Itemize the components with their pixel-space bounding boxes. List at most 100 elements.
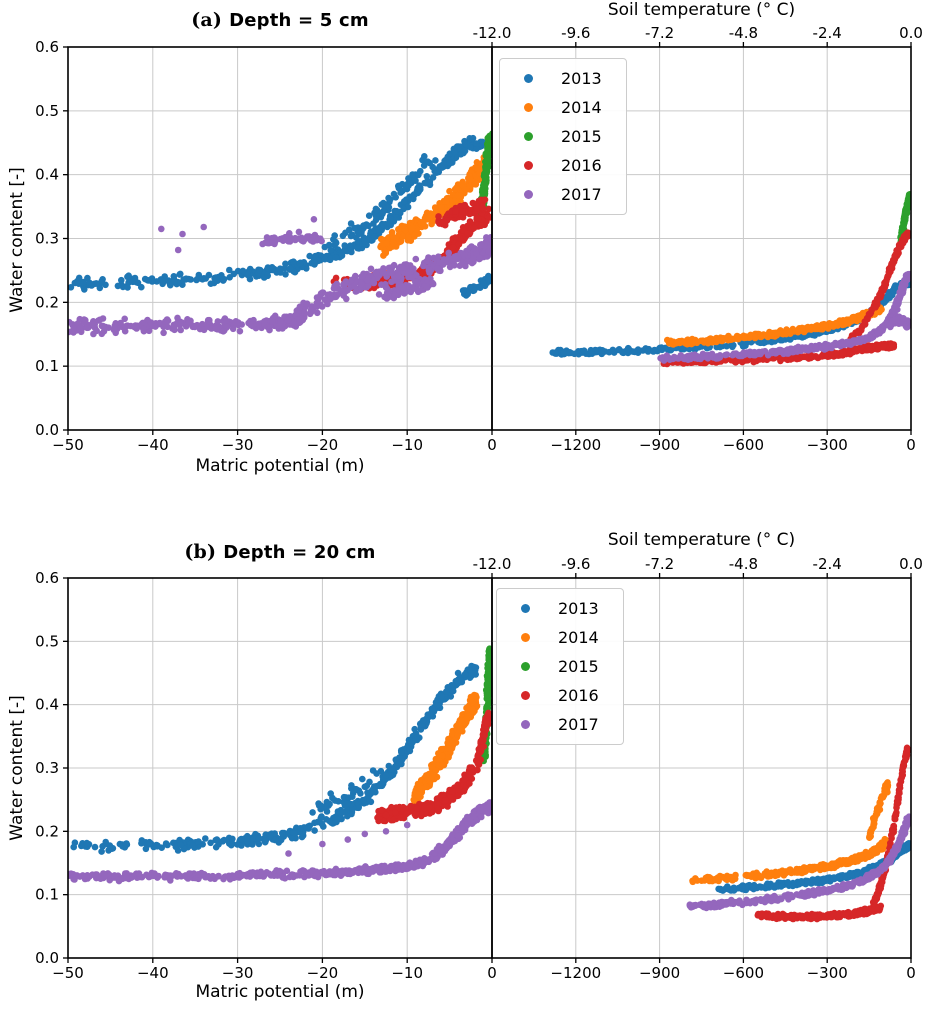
a-ytick-0.4: 0.4 [35,166,59,184]
legend-entry-2016: 2016 [500,151,626,180]
legend-marker-icon [524,190,533,199]
legend-label: 2013 [558,599,599,618]
b-left_subplot-xtick--30: −30 [222,964,254,982]
legend-label: 2017 [558,715,599,734]
a-right_subplot-xtick-0: 0 [906,436,916,454]
a-top-xtick--12: -12.0 [473,24,512,42]
legend-label: 2016 [558,686,599,705]
legend-label: 2014 [561,98,602,117]
legend-marker-icon [524,132,533,141]
a-left_subplot-series-2013 [68,134,492,299]
b-top-xtick--9.6: -9.6 [561,555,590,573]
b-left_subplot-series-2016 [374,709,492,825]
a-left_subplot-xtick--40: −40 [137,436,169,454]
legend-entry-2013: 2013 [500,64,626,93]
b-ytick-0.4: 0.4 [35,696,59,714]
a-right_subplot-xtick--900: −900 [639,436,680,454]
a-ytick-0.2: 0.2 [35,293,59,311]
b-ytick-0.3: 0.3 [35,759,59,777]
panel-b-legend: 2013 2014 2015 2016 2017 [496,588,624,745]
b-right_subplot-series-2017 [686,813,911,912]
a-right_subplot-series-2016 [660,229,911,368]
a-top-xtick--9.6: -9.6 [561,24,590,42]
panel-a-title-text: Depth = 5 cm [229,10,369,31]
b-left_subplot-xtick--40: −40 [137,964,169,982]
a-top-xtick--4.8: -4.8 [729,24,758,42]
legend-marker-icon [524,74,533,83]
a-ytick-0.3: 0.3 [35,230,59,248]
a-left_subplot-xtick--50: −50 [52,436,84,454]
b-ytick-0.6: 0.6 [35,569,59,587]
panel-b-top-axis-label: Soil temperature (° C) [607,530,796,550]
legend-label: 2016 [561,156,602,175]
b-left_subplot-xtick-0: 0 [487,964,497,982]
legend-entry-2013: 2013 [497,594,623,623]
b-top-xtick--4.8: -4.8 [729,555,758,573]
panel-a-y-axis-label: Water content [-] [7,167,27,313]
a-left_subplot-xtick--30: −30 [222,436,254,454]
b-right_subplot-series-2014 [689,779,892,886]
panel-a-top-axis-label: Soil temperature (° C) [607,0,796,20]
a-ytick-0.6: 0.6 [35,38,59,56]
b-ytick-0.5: 0.5 [35,632,59,650]
legend-entry-2017: 2017 [497,710,623,739]
a-ytick-0.1: 0.1 [35,357,59,375]
panel-a-x-axis-label: Matric potential (m) [195,456,365,476]
legend-label: 2013 [561,69,602,88]
legend-marker-icon [521,662,530,671]
panel-a-legend: 2013 2014 2015 2016 2017 [499,58,627,215]
legend-label: 2014 [558,628,599,647]
b-left_subplot-xtick--50: −50 [52,964,84,982]
a-right_subplot-xtick--600: −600 [723,436,764,454]
b-right_subplot-spines [491,577,912,959]
legend-marker-icon [521,604,530,613]
legend-entry-2016: 2016 [497,681,623,710]
a-left_subplot-xtick--10: −10 [391,436,423,454]
legend-label: 2017 [561,185,602,204]
legend-label: 2015 [558,657,599,676]
a-left_subplot-series-2017 [68,216,492,338]
panel-a-letter: (a) [191,9,223,31]
panel-b-y-axis-label: Water content [-] [7,695,27,841]
b-right_subplot-xtick--1200: −1200 [550,964,601,982]
b-top-xtick--12: -12.0 [473,555,512,573]
a-right_subplot-xtick--300: −300 [807,436,848,454]
b-right_subplot-xtick--600: −600 [723,964,764,982]
a-right_subplot-spines [491,46,912,431]
b-top-xtick--2.4: -2.4 [813,555,842,573]
legend-entry-2014: 2014 [497,623,623,652]
legend-marker-icon [524,161,533,170]
b-left_subplot-xtick--20: −20 [307,964,339,982]
legend-entry-2015: 2015 [497,652,623,681]
legend-entry-2015: 2015 [500,122,626,151]
b-right_subplot-xtick-0: 0 [906,964,916,982]
legend-label: 2015 [561,127,602,146]
legend-marker-icon [521,691,530,700]
legend-entry-2014: 2014 [500,93,626,122]
b-ytick-0.1: 0.1 [35,886,59,904]
b-ytick-0: 0.0 [35,949,59,967]
legend-marker-icon [521,720,530,729]
b-left_subplot-series-2017 [68,799,492,885]
panel-b-title-text: Depth = 20 cm [223,542,376,563]
a-top-xtick--2.4: -2.4 [813,24,842,42]
a-right_subplot-series-2017 [657,270,911,364]
a-left_subplot-xtick-0: 0 [487,436,497,454]
legend-marker-icon [524,103,533,112]
b-right_subplot-xtick--300: −300 [807,964,848,982]
panel-a-title: (a) Depth = 5 cm [68,9,492,31]
legend-entry-2017: 2017 [500,180,626,209]
panel-b-title: (b) Depth = 20 cm [68,541,492,563]
b-top-xtick-0: 0.0 [899,555,923,573]
a-ytick-0.5: 0.5 [35,102,59,120]
b-right_subplot-series-2016 [754,744,911,923]
panel-b-x-axis-label: Matric potential (m) [195,982,365,1002]
a-ytick-0: 0.0 [35,421,59,439]
legend-marker-icon [521,633,530,642]
b-left_subplot-grid [67,577,493,959]
b-ytick-0.2: 0.2 [35,822,59,840]
b-right_subplot-xtick--900: −900 [639,964,680,982]
a-top-xtick--7.2: -7.2 [645,24,674,42]
